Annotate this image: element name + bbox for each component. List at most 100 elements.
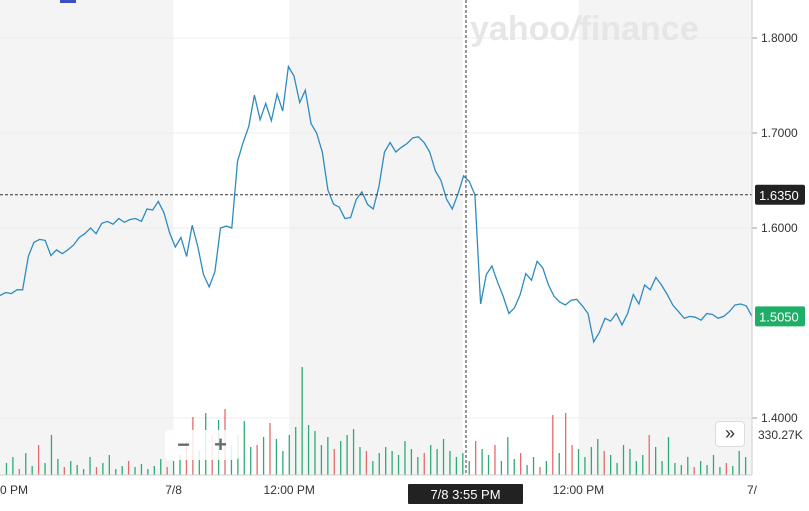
volume-bar: [89, 457, 91, 475]
volume-bar: [134, 467, 136, 475]
volume-bar: [314, 431, 316, 475]
volume-bar: [468, 461, 470, 475]
watermark-finance: finance: [580, 10, 699, 48]
volume-bar: [500, 461, 503, 475]
volume-bar: [397, 455, 400, 475]
volume-bar: [725, 463, 727, 475]
volume-bar: [513, 459, 515, 475]
volume-bar: [590, 447, 593, 475]
volume-bar: [275, 439, 278, 475]
volume-bar: [50, 435, 53, 475]
volume-bar: [565, 413, 567, 475]
volume-bar: [198, 451, 200, 475]
x-tick-label: 7/8: [165, 483, 182, 497]
y-tick-label: 1.6000: [761, 221, 798, 235]
volume-bar: [256, 445, 258, 475]
volume-bar: [82, 469, 85, 475]
volume-bar: [340, 441, 342, 475]
watermark-yahoo: yahoo: [470, 10, 570, 48]
volume-bar: [732, 466, 734, 475]
volume-bar: [140, 464, 143, 475]
volume-bar: [442, 439, 445, 475]
volume-bar: [95, 467, 98, 475]
volume-bar: [616, 463, 618, 475]
shaded-session-1: [289, 0, 463, 475]
volume-bar: [391, 451, 393, 475]
volume-bar: [359, 447, 361, 475]
volume-bar: [558, 453, 560, 475]
session-shading: [0, 0, 752, 475]
volume-bar: [18, 469, 20, 475]
volume-bar: [70, 461, 72, 475]
volume-bar: [346, 435, 348, 475]
watermark-slash: /: [568, 10, 583, 48]
volume-bar: [25, 453, 27, 475]
crosshair-time-badge: [408, 484, 523, 504]
volume-bar: [436, 449, 438, 475]
current-price-label: 1.5050: [759, 309, 799, 324]
volume-bar: [577, 449, 580, 475]
volume-bar: [410, 449, 413, 475]
volume-bar: [584, 457, 586, 475]
volume-bar: [706, 465, 708, 475]
volume-bar: [327, 437, 329, 475]
volume-bar: [288, 435, 290, 475]
x-axis: 0 PM 7/8 12:00 PM 12:00 PM 7/: [0, 474, 758, 497]
y-tick-label: 1.4000: [761, 411, 798, 425]
volume-bar: [712, 455, 715, 475]
volume-bar: [423, 453, 425, 475]
price-series: [0, 64, 753, 344]
volume-bar: [301, 367, 303, 475]
volume-bar: [352, 429, 355, 475]
zoom-out-button[interactable]: −: [177, 432, 190, 457]
volume-bar: [603, 451, 605, 475]
volume-bar: [462, 453, 464, 475]
svg-text:yahoo/finance: yahoo/finance: [470, 10, 699, 48]
volume-bar: [63, 467, 65, 475]
shaded-session-0: [0, 0, 174, 475]
volume-bar: [307, 425, 310, 475]
volume-bar: [5, 463, 8, 475]
volume-bar: [648, 435, 650, 475]
volume-bar: [57, 459, 59, 475]
volume-bar: [719, 467, 721, 475]
volume-bar: [449, 451, 451, 475]
y-axis: 1.8000 1.7000 1.6000 1.4000: [751, 0, 798, 475]
volume-bar: [365, 451, 368, 475]
volume-bar: [153, 466, 155, 475]
volume-bar: [320, 445, 323, 475]
yahoo-finance-watermark: yahoo/finance: [470, 10, 699, 48]
shaded-session-2: [578, 0, 752, 475]
volume-bar: [108, 455, 110, 475]
price-line: [0, 64, 753, 344]
volume-bar: [674, 463, 676, 475]
x-tick-label: 12:00 PM: [553, 483, 604, 497]
volume-bar: [455, 457, 458, 475]
volume-bar: [693, 467, 695, 475]
volume-bar: [333, 449, 335, 475]
zoom-in-button[interactable]: +: [214, 432, 227, 457]
volume-bar: [680, 465, 682, 475]
volume-bar: [654, 447, 657, 475]
crosshair: [0, 0, 752, 475]
volume-bar: [417, 457, 419, 475]
volume-bar: [635, 461, 638, 475]
current-price-badge: [755, 306, 805, 327]
volume-bar: [642, 455, 644, 475]
crosshair-time-label: 7/8 3:55 PM: [430, 487, 500, 502]
x-tick-label: 12:00 PM: [264, 483, 315, 497]
volume-bar: [115, 469, 117, 475]
volume-bar: [179, 455, 181, 475]
crosshair-price-badge: [755, 184, 805, 205]
volume-bar: [385, 447, 387, 475]
volume-bar: [629, 449, 631, 475]
volume-bar: [404, 441, 406, 475]
x-tick-label: 0 PM: [0, 483, 28, 497]
scroll-forward-button[interactable]: »: [715, 421, 745, 447]
volume-bar: [372, 461, 374, 475]
volume-axis-label: 330.27K: [758, 428, 803, 442]
volume-bar: [622, 445, 625, 475]
volume-bar: [243, 421, 245, 475]
